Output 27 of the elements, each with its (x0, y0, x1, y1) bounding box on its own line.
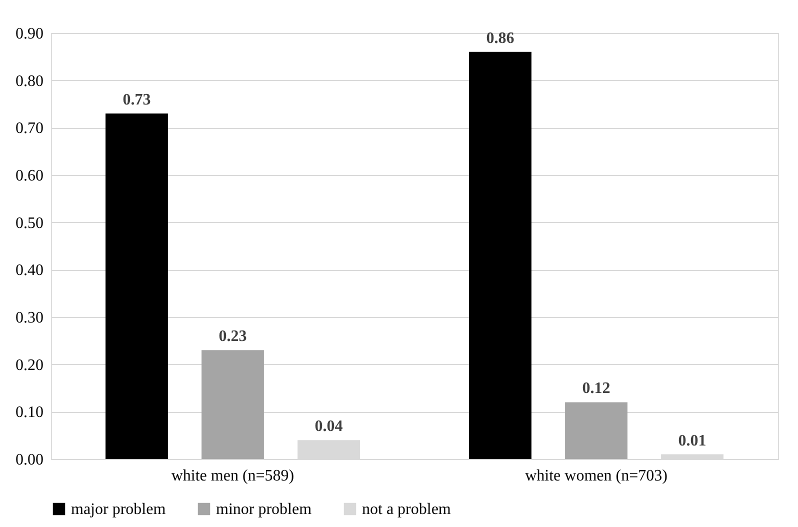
bar (565, 402, 628, 459)
y-tick-label: 0.40 (16, 262, 44, 280)
y-tick-label: 0.70 (16, 120, 44, 138)
legend-label: minor problem (216, 501, 312, 518)
data-label: 0.04 (314, 418, 343, 436)
y-tick-label: 0.50 (16, 214, 44, 232)
bar (202, 350, 264, 459)
bar (661, 454, 724, 459)
x-tick-label: white men (n=589) (171, 468, 294, 484)
y-tick-label: 0.30 (16, 310, 44, 326)
bar (469, 52, 532, 459)
data-label: 0.23 (218, 328, 247, 346)
legend-label: major problem (71, 501, 166, 518)
data-label: 0.12 (582, 380, 610, 398)
y-tick-label: 0.00 (16, 452, 44, 468)
data-label: 0.86 (486, 30, 514, 47)
x-tick-label: white women (n=703) (525, 468, 668, 484)
data-label: 0.73 (122, 91, 151, 108)
data-label: 0.01 (678, 432, 706, 450)
y-tick-label: 0.20 (16, 356, 44, 374)
y-tick-label: 0.10 (16, 404, 44, 422)
bar (298, 440, 360, 459)
y-tick-label: 0.80 (16, 72, 44, 90)
y-tick-label: 0.60 (16, 168, 44, 184)
bar (106, 113, 168, 459)
y-tick-label: 0.90 (16, 26, 44, 42)
legend-label: not a problem (362, 501, 452, 518)
